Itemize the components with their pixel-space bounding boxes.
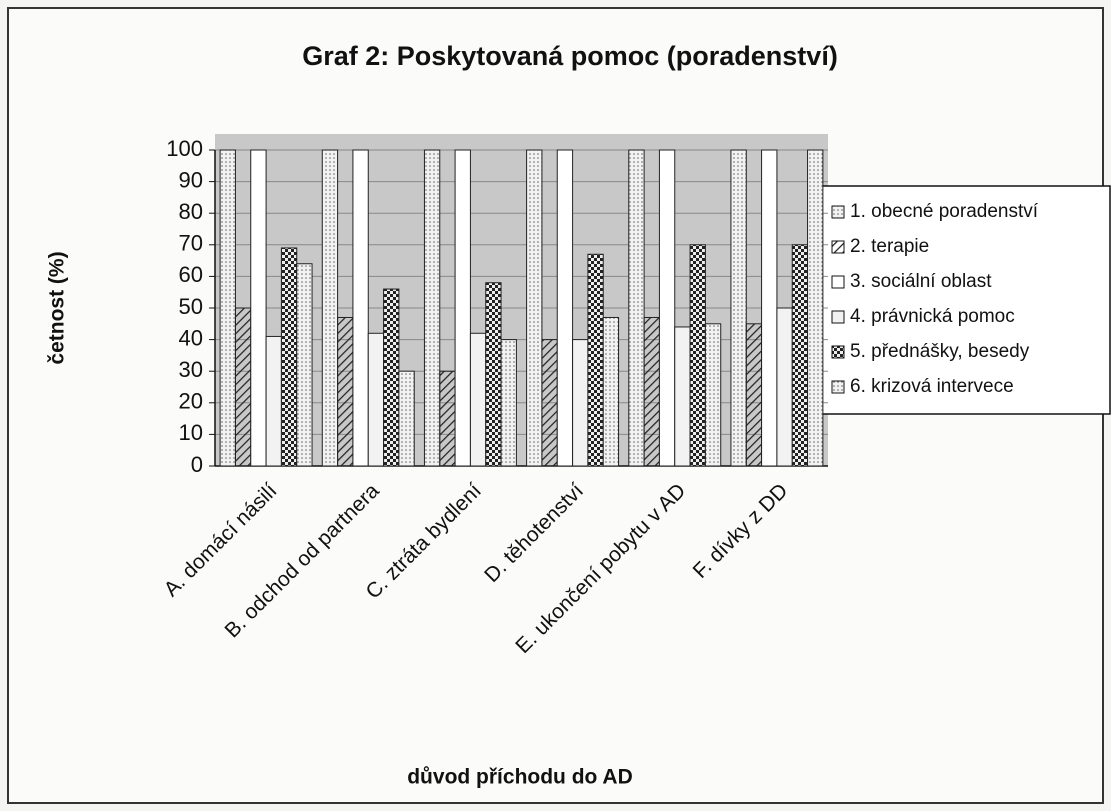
bar	[234, 307, 252, 467]
bar	[469, 332, 487, 467]
bar	[628, 149, 645, 467]
legend	[819, 185, 1111, 415]
legend-label: 6. krizová intervece	[850, 376, 1014, 397]
legend-label: 4. právnická pomoc	[850, 306, 1015, 327]
bar	[572, 339, 589, 467]
bar	[587, 253, 604, 467]
y-tick-label: 100	[166, 136, 203, 161]
y-tick-label: 50	[179, 294, 203, 319]
bar	[807, 149, 824, 467]
bar	[791, 244, 809, 467]
bar	[761, 149, 778, 467]
bar	[219, 149, 236, 467]
bar	[674, 326, 691, 467]
bar	[704, 323, 722, 467]
bar	[423, 149, 441, 467]
bar	[556, 149, 574, 467]
bar	[776, 307, 793, 467]
bar	[500, 339, 517, 467]
bar	[398, 370, 415, 467]
legend-swatch	[831, 310, 845, 324]
bar	[367, 332, 385, 467]
y-tick-label: 80	[179, 199, 203, 224]
legend-label: 5. přednášky, besedy	[850, 341, 1030, 362]
y-axis-label: četnost (%)	[46, 251, 69, 364]
bar	[439, 370, 456, 467]
bar	[265, 335, 282, 467]
bar	[454, 149, 471, 467]
bar	[658, 149, 676, 467]
bar	[689, 244, 706, 467]
y-tick-label: 90	[179, 167, 203, 192]
y-tick-label: 10	[179, 420, 203, 445]
y-tick-label: 20	[179, 389, 203, 414]
plot-area	[215, 134, 828, 466]
legend-swatch	[831, 345, 845, 359]
legend-swatch	[831, 380, 845, 394]
bar	[526, 149, 543, 467]
legend-label: 1. obecné poradenství	[850, 201, 1039, 222]
legend-label: 3. sociální oblast	[850, 271, 992, 292]
bar	[730, 149, 747, 467]
y-tick-label: 0	[191, 452, 203, 477]
bar	[745, 323, 763, 467]
y-tick-label: 40	[179, 325, 203, 350]
legend-swatch	[831, 275, 845, 289]
y-tick-label: 60	[179, 262, 203, 287]
bar	[602, 316, 620, 467]
bar	[643, 316, 660, 467]
bar	[321, 149, 339, 467]
y-tick-label: 70	[179, 231, 203, 256]
bar	[280, 247, 298, 467]
y-tick-label: 30	[179, 357, 203, 382]
bar	[541, 339, 558, 467]
legend-label: 2. terapie	[850, 236, 929, 257]
x-axis-label: důvod příchodu do AD	[407, 766, 633, 789]
bar	[337, 316, 354, 467]
chart-title: Graf 2: Poskytovaná pomoc (poradenství)	[302, 41, 838, 71]
bar	[352, 149, 369, 467]
bar	[250, 149, 267, 467]
legend-swatch	[831, 205, 845, 219]
bar	[296, 263, 313, 467]
bar	[383, 288, 400, 467]
legend-swatch	[831, 240, 845, 254]
bar	[485, 282, 502, 467]
